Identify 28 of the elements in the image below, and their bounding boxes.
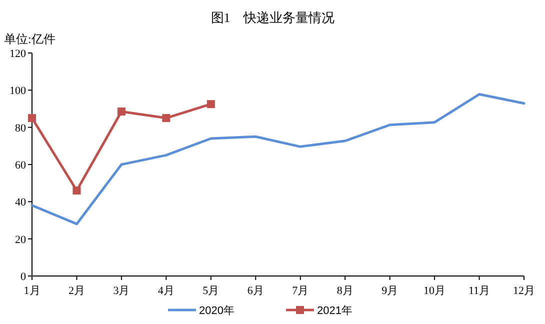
point [117, 108, 126, 116]
ytick: 100 [10, 85, 26, 98]
point [206, 100, 215, 108]
ytick: 80 [15, 122, 26, 134]
ytick: 120 [10, 48, 26, 60]
point [72, 186, 81, 195]
xtick: 8月 [336, 285, 354, 297]
xtick: 1月 [24, 285, 40, 297]
ylabel: 单位:亿件 [4, 32, 56, 46]
xtick: 12月 [513, 285, 535, 297]
title: 图1 快递业务量情况 [210, 10, 334, 25]
ytick: 40 [15, 196, 26, 209]
xtick: 11月 [468, 285, 490, 297]
xtick: 10月 [424, 285, 446, 297]
ytick: 20 [15, 234, 26, 246]
xtick: 9月 [382, 285, 398, 297]
ytick: 0 [20, 271, 26, 283]
xtick: 3月 [113, 285, 130, 297]
xtick: 4月 [158, 285, 174, 297]
xtick: 7月 [292, 285, 309, 297]
xtick: 6月 [247, 285, 264, 297]
point [162, 114, 170, 122]
legend-label: 2021年 [317, 305, 352, 317]
point [28, 114, 36, 122]
xtick: 5月 [202, 285, 220, 297]
ytick: 60 [15, 160, 26, 172]
xtick: 2月 [68, 285, 85, 297]
legend-label: 2020年 [199, 305, 234, 317]
